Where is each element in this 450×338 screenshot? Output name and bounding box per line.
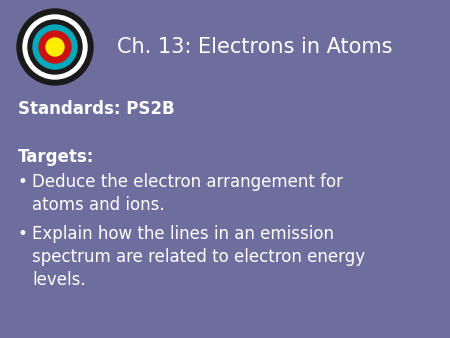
Circle shape — [17, 9, 93, 85]
Text: Explain how the lines in an emission
spectrum are related to electron energy
lev: Explain how the lines in an emission spe… — [32, 225, 365, 289]
Circle shape — [33, 25, 77, 69]
Circle shape — [28, 20, 82, 74]
Text: •: • — [18, 173, 28, 191]
Text: Targets:: Targets: — [18, 148, 94, 166]
Circle shape — [39, 31, 71, 63]
Text: •: • — [18, 225, 28, 243]
Text: Deduce the electron arrangement for
atoms and ions.: Deduce the electron arrangement for atom… — [32, 173, 343, 214]
Circle shape — [23, 15, 87, 79]
Text: Ch. 13: Electrons in Atoms: Ch. 13: Electrons in Atoms — [117, 37, 393, 57]
Text: Standards: PS2B: Standards: PS2B — [18, 100, 175, 118]
Circle shape — [46, 38, 64, 56]
